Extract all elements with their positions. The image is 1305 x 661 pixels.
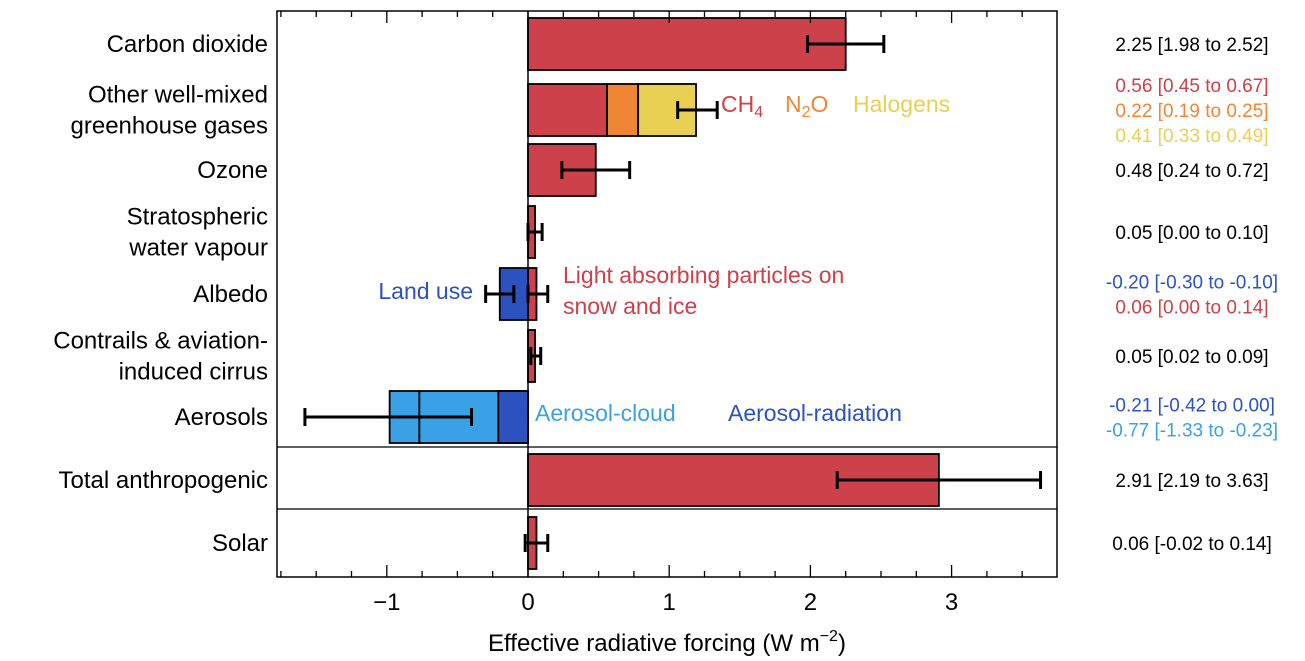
category-label: Carbon dioxide [107,31,268,58]
annotation-halogens: Halogens [853,91,950,117]
x-tick-label: 2 [804,589,817,616]
category-label: Other well-mixed [88,82,268,109]
annotation-lap-line2: snow and ice [563,293,697,319]
value-label: 0.48 [0.24 to 0.72] [1115,161,1268,182]
x-tick-label: 1 [663,589,676,616]
value-label: 0.22 [0.19 to 0.25] [1115,101,1268,122]
value-label: 2.25 [1.98 to 2.52] [1115,35,1268,56]
category-labels: Carbon dioxide Other well-mixed greenhouse… [53,31,268,557]
x-tick-label: 0 [521,589,534,616]
category-label: water vapour [128,235,268,262]
value-labels: 2.25 [1.98 to 2.52] 0.56 [0.45 to 0.67] 0.… [1106,35,1278,555]
annotation-lap-line1: Light absorbing particles on [563,262,844,288]
annotation-ch4: CH4 [721,91,763,121]
category-label: Ozone [197,157,268,184]
value-label: 0.05 [0.02 to 0.09] [1115,347,1268,368]
value-label: 0.05 [0.00 to 0.10] [1115,223,1268,244]
category-label: Contrails & aviation- [53,328,268,355]
bar-1-1 [527,83,608,137]
x-tick-label: −1 [373,589,400,616]
plot-frame [276,10,1058,578]
category-label: Stratospheric [127,204,268,231]
x-axis-label: Effective radiative forcing (W m−2) [488,628,846,657]
value-label: -0.77 [-1.33 to -0.23] [1106,421,1278,442]
bar-1-2 [606,83,640,137]
value-label: 0.56 [0.45 to 0.67] [1115,76,1268,97]
category-label: greenhouse gases [71,113,268,140]
annotation-aerosol-radiation: Aerosol-radiation [728,400,902,426]
value-label: 0.06 [-0.02 to 0.14] [1112,534,1272,555]
category-label: Albedo [193,281,268,308]
plot-border [276,10,1058,578]
category-label: Total anthropogenic [59,467,268,494]
value-label: 0.06 [0.00 to 0.14] [1115,298,1268,319]
axis-ticks: −1 0 1 2 3 [280,11,1023,616]
error-bars-layer [303,35,1043,552]
value-label: 0.41 [0.33 to 0.49] [1115,126,1268,147]
value-label: -0.20 [-0.30 to -0.10] [1106,273,1278,294]
value-label: 2.91 [2.19 to 3.63] [1115,471,1268,492]
value-label: -0.21 [-0.42 to 0.00] [1109,396,1275,417]
bar-0-0 [527,17,847,71]
annotation-land-use: Land use [378,278,473,304]
category-label: induced cirrus [119,359,268,386]
category-label: Aerosols [175,404,268,431]
annotation-aerosol-cloud: Aerosol-cloud [535,400,676,426]
category-label: Solar [212,530,268,557]
annotation-n2o: N2O [785,91,828,121]
x-tick-label: 3 [945,589,958,616]
bar-6-11 [497,390,529,444]
